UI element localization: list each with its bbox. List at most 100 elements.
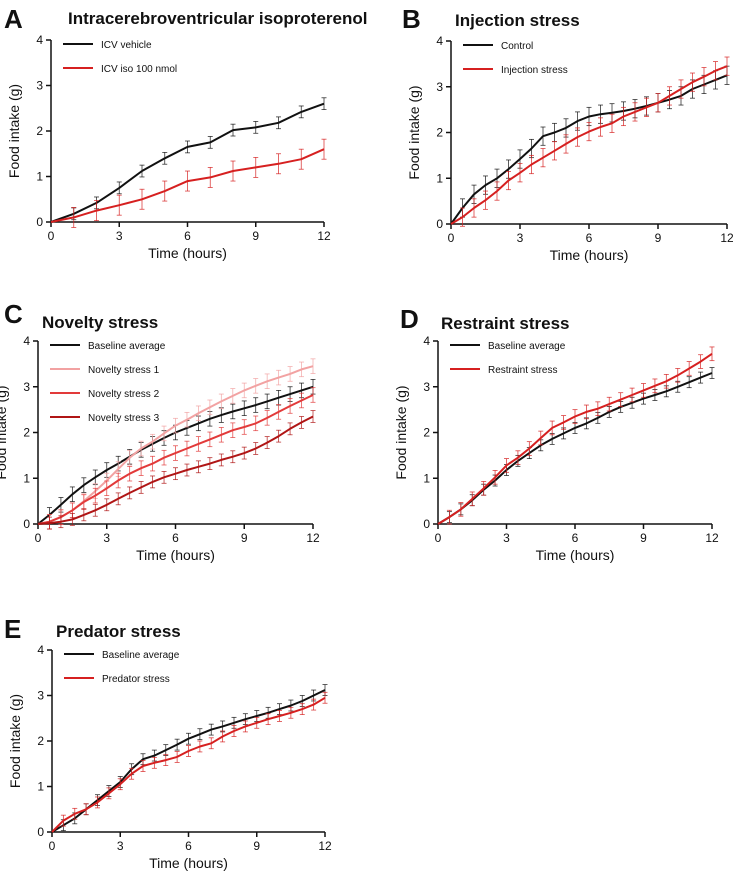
series-line [37,365,314,525]
panel-letter: C [4,299,23,329]
y-tick-label: 3 [23,380,30,394]
y-tick-label: 1 [23,471,30,485]
x-tick-label: 0 [48,229,55,243]
legend-label: ICV vehicle [101,40,152,51]
legend-label: Predator stress [102,674,170,685]
chart-title: Restraint stress [441,314,570,333]
x-tick-label: 12 [317,229,331,243]
panel-letter: A [4,4,23,34]
y-tick-label: 0 [37,825,44,839]
legend-label: Injection stress [501,65,568,76]
x-axis-title: Time (hours) [149,855,228,871]
panel-letter: D [400,304,419,334]
legend-label: Baseline average [88,341,166,352]
x-tick-label: 0 [448,231,455,245]
x-axis-title: Time (hours) [136,547,215,563]
series-1 [450,65,730,225]
x-tick-label: 12 [720,231,733,245]
series-line [50,148,325,223]
series-line [450,65,728,225]
y-tick-label: 1 [423,471,430,485]
series-2 [50,138,327,228]
legend-label: ICV iso 100 nmol [101,64,177,75]
x-tick-label: 9 [252,229,259,243]
chart-title: Predator stress [56,622,181,641]
y-axis-title: Food intake (g) [7,694,23,788]
y-tick-label: 2 [37,734,44,748]
y-tick-label: 0 [423,517,430,531]
x-tick-label: 3 [117,839,124,853]
legend-label: Restraint stress [488,365,557,376]
y-tick-label: 2 [436,126,443,140]
chart-panel-a: A Intracerebroventricular isoproterenol 0 1… [4,4,367,261]
x-tick-label: 6 [572,531,579,545]
y-tick-label: 2 [36,124,43,138]
x-tick-label: 9 [253,839,260,853]
x-tick-label: 9 [655,231,662,245]
x-tick-label: 12 [318,839,332,853]
y-tick-label: 4 [436,34,443,48]
x-tick-label: 3 [103,531,110,545]
x-axis-title: Time (hours) [550,247,629,263]
series-3 [37,387,316,530]
x-tick-label: 6 [586,231,593,245]
y-tick-label: 0 [436,217,443,231]
series-line [37,394,314,525]
panel-letter: E [4,614,21,644]
legend-label: Novelty stress 1 [88,365,160,376]
y-tick-label: 4 [423,334,430,348]
x-tick-label: 0 [49,839,56,853]
y-tick-label: 3 [423,380,430,394]
chart-title: Novelty stress [42,313,158,332]
series-line [437,352,713,525]
x-tick-label: 9 [640,531,647,545]
y-tick-label: 4 [37,643,44,657]
series-1 [50,97,327,223]
x-axis-title: Time (hours) [536,547,615,563]
legend-label: Novelty stress 3 [88,413,160,424]
panel-letter: B [402,4,421,34]
series-line [51,689,326,833]
y-tick-label: 2 [23,426,30,440]
y-axis-title: Food intake (g) [393,385,409,479]
legend-label: Baseline average [102,650,180,661]
series-1 [51,684,328,833]
x-axis-title: Time (hours) [148,245,227,261]
y-axis-title: Food intake (g) [0,385,9,479]
y-tick-label: 0 [23,517,30,531]
legend-label: Control [501,41,533,52]
x-tick-label: 9 [241,531,248,545]
x-tick-label: 3 [116,229,123,243]
y-tick-label: 4 [23,334,30,348]
x-tick-label: 3 [517,231,524,245]
y-tick-label: 2 [423,426,430,440]
y-tick-label: 0 [36,215,43,229]
chart-title: Intracerebroventricular isoproterenol [68,9,367,28]
x-tick-label: 0 [35,531,42,545]
series-1 [437,367,715,525]
legend-label: Baseline average [488,341,566,352]
series-2 [437,346,715,525]
legend-label: Novelty stress 2 [88,389,160,400]
x-tick-label: 6 [172,531,179,545]
y-tick-label: 1 [36,170,43,184]
series-line [437,372,713,525]
series-2 [37,358,316,530]
y-tick-label: 4 [36,33,43,47]
x-tick-label: 0 [435,531,442,545]
y-tick-label: 1 [436,171,443,185]
y-tick-label: 3 [36,79,43,93]
x-tick-label: 3 [503,531,510,545]
x-tick-label: 6 [184,229,191,243]
series-line [450,74,728,225]
series-4 [37,410,316,530]
series-line [37,415,314,525]
series-2 [51,691,328,833]
x-tick-label: 12 [705,531,719,545]
series-2 [450,56,730,227]
